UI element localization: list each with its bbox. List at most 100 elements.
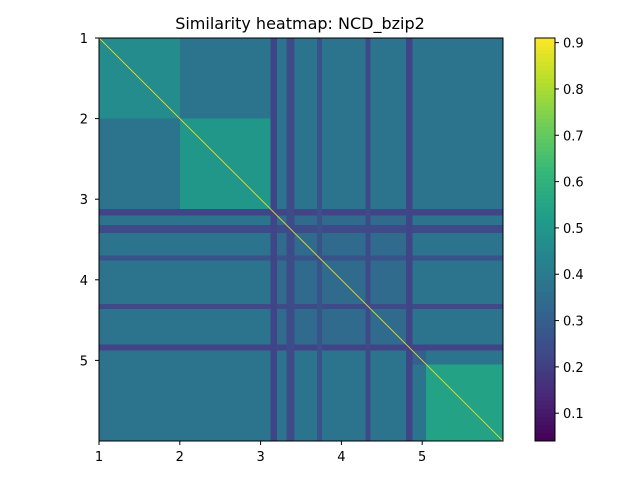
colorbar-segment (535, 328, 555, 333)
colorbar-segment (535, 308, 555, 313)
colorbar-segment (535, 211, 555, 216)
heatmap-band-row-2 (99, 255, 503, 261)
colorbar-segment (535, 360, 555, 366)
colorbar-segment (535, 372, 555, 378)
heatmap-cell-1-2 (179, 38, 273, 119)
colorbar-segment (535, 231, 555, 237)
colorbar-tick-label-0.2: 0.2 (563, 361, 584, 376)
colorbar-segment (535, 187, 555, 192)
heatmap-band-row-1 (99, 224, 503, 234)
colorbar-tick-label-0.6: 0.6 (563, 176, 584, 191)
heatmap-cell-4-5 (426, 348, 503, 365)
colorbar-segment (535, 62, 555, 67)
colorbar-segment (535, 70, 555, 75)
colorbar-segment (535, 287, 555, 293)
colorbar-segment (535, 279, 555, 285)
y-tick-label-5: 5 (80, 354, 88, 369)
colorbar-segment (535, 291, 555, 297)
x-axis: 1 2 3 4 5 (95, 441, 426, 465)
heatmap-band-col-8 (365, 38, 371, 441)
heatmap-cell-2-1 (99, 118, 180, 212)
colorbar-segment (535, 428, 555, 434)
colorbar-segment (535, 380, 555, 386)
colorbar-segment (535, 54, 555, 59)
colorbar-segment (535, 376, 555, 382)
plot-frame (98, 37, 504, 442)
colorbar-segment (535, 275, 555, 281)
colorbar-segment (535, 50, 555, 55)
colorbar-tick-label-0.1: 0.1 (563, 407, 584, 422)
colorbar-segment (535, 90, 555, 96)
colorbar-segment (535, 126, 555, 132)
colorbar-segment (535, 138, 555, 144)
colorbar-segment (535, 58, 555, 63)
heatmap-cell-5-3 (272, 364, 411, 441)
colorbar-segment (535, 344, 555, 349)
colorbar-segment (535, 392, 555, 398)
heatmap-cell-1-3 (272, 38, 411, 119)
colorbar-segment (535, 94, 555, 100)
colorbar-segment (535, 420, 555, 426)
colorbar-tick-label-0.8: 0.8 (563, 83, 584, 98)
colorbar-segment (535, 219, 555, 224)
colorbar-segment (535, 146, 555, 152)
colorbar-segment (535, 227, 555, 233)
colorbar-segment (535, 46, 555, 51)
colorbar-segment (535, 38, 555, 43)
colorbar-segment (535, 195, 555, 200)
colorbar-segment (535, 364, 555, 370)
colorbar-segment (535, 416, 555, 422)
colorbar-segment (535, 122, 555, 128)
colorbar-segment (535, 396, 555, 402)
colorbar-segment (535, 324, 555, 329)
colorbar (534, 37, 556, 442)
colorbar-segment (535, 400, 555, 406)
heatmap-cell-3-2 (179, 211, 273, 349)
colorbar-segment (535, 299, 555, 305)
heatmap-cell-3-5 (426, 211, 503, 349)
colorbar-segment (535, 424, 555, 430)
colorbar-segment (535, 235, 555, 241)
colorbar-segment (535, 78, 555, 83)
colorbar-segment (535, 340, 555, 345)
heatmap-cell-5-4 (410, 364, 427, 441)
colorbar-segment (535, 336, 555, 341)
colorbar-segment (535, 368, 555, 374)
colorbar-segment (535, 199, 555, 204)
colorbar-segment (535, 74, 555, 79)
colorbar-segment (535, 42, 555, 47)
colorbar-tick-label-0.7: 0.7 (563, 129, 584, 144)
colorbar-segment (535, 66, 555, 71)
heatmap-cell-4-3 (272, 348, 411, 365)
colorbar-segment (535, 312, 555, 317)
colorbar-segment (535, 158, 555, 164)
colorbar-segment (535, 203, 555, 208)
x-tick-label-2: 2 (176, 450, 184, 465)
colorbar-segment (535, 436, 555, 442)
colorbar-segment (535, 118, 555, 124)
colorbar-segment (535, 384, 555, 390)
colorbar-segment (535, 332, 555, 337)
heatmap-cell-3-1 (99, 211, 180, 349)
colorbar-segment (535, 243, 555, 249)
colorbar-segment (535, 432, 555, 438)
colorbar-segment (535, 142, 555, 148)
colorbar-segment (535, 348, 555, 353)
colorbar-frame (534, 37, 556, 442)
heatmap-band-row-0 (99, 208, 503, 216)
y-tick-label-1: 1 (80, 32, 88, 47)
heatmap-band-col-9 (406, 38, 413, 441)
colorbar-segment (535, 154, 555, 160)
colorbar-segment (535, 263, 555, 269)
colorbar-segment (535, 259, 555, 265)
colorbar-segment (535, 82, 555, 87)
colorbar-tick-label-0.9: 0.9 (563, 37, 584, 52)
y-tick-label-3: 3 (80, 193, 88, 208)
heatmap-band-row-3 (99, 303, 503, 309)
heatmap-cell-5-2 (179, 364, 273, 441)
chart-title: Similarity heatmap: NCD_bzip2 (175, 14, 425, 34)
colorbar-segment (535, 412, 555, 418)
colorbar-segment (535, 162, 555, 168)
y-tick-label-2: 2 (80, 113, 88, 128)
